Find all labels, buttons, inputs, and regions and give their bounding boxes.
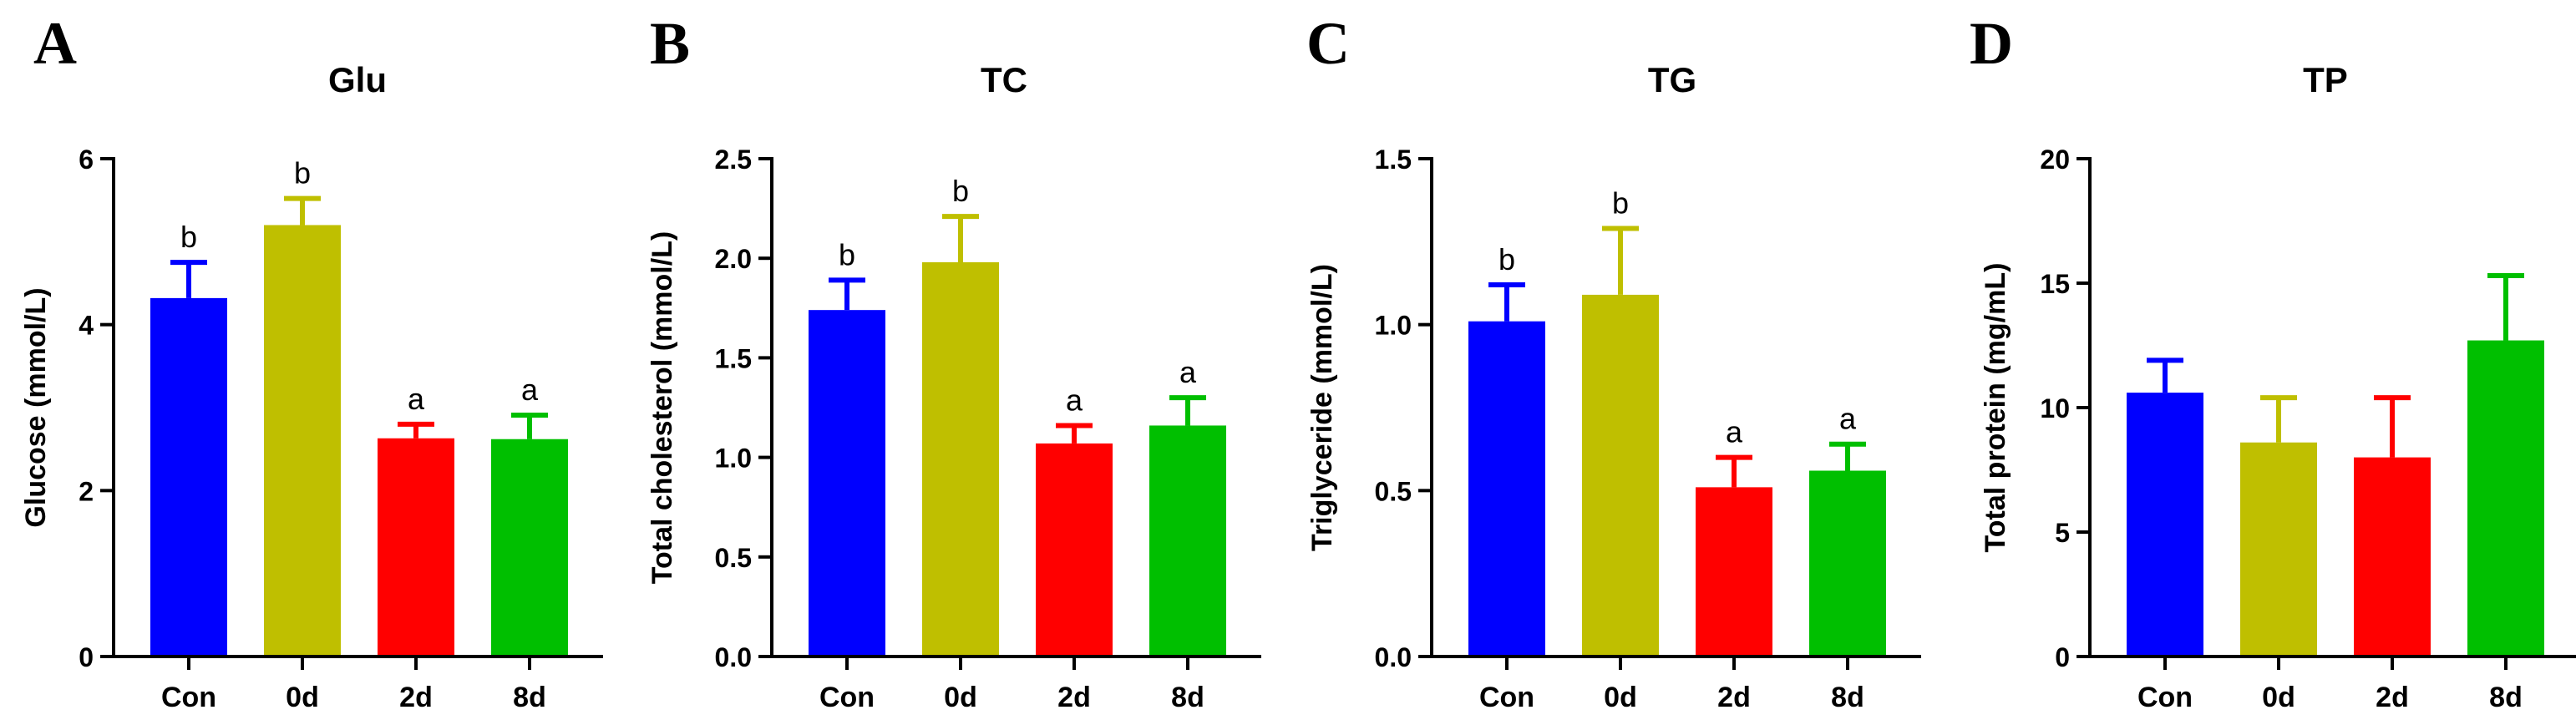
- x-tick-label: 0d: [286, 682, 319, 713]
- x-tick-label: Con: [1479, 682, 1534, 713]
- x-tick-label: 8d: [513, 682, 546, 713]
- significance-letter: a: [521, 373, 539, 407]
- significance-letter: a: [1726, 415, 1743, 449]
- panel-letter: A: [33, 10, 77, 77]
- y-tick-label: 0.5: [715, 543, 752, 573]
- x-tick-label: 2d: [399, 682, 433, 713]
- y-tick-label: 0: [2055, 642, 2070, 672]
- y-axis-label: Glucose (mmol/L): [20, 287, 52, 527]
- y-tick-label: 0.0: [715, 642, 752, 672]
- chart-title: TG: [1648, 60, 1696, 99]
- bar-2d: [2354, 457, 2431, 657]
- significance-letter: a: [1179, 355, 1197, 389]
- y-tick-label: 2: [79, 476, 94, 506]
- y-tick-label: 4: [79, 311, 94, 341]
- bar-con: [150, 297, 227, 657]
- significance-letter: b: [1612, 185, 1629, 220]
- bar-8d: [2467, 340, 2544, 657]
- chart-title: Glu: [328, 60, 387, 99]
- y-tick-label: 6: [79, 145, 94, 175]
- y-tick-label: 0.5: [1375, 476, 1412, 506]
- bar-8d: [1149, 425, 1226, 657]
- panel-letter: B: [650, 10, 690, 77]
- bar-0d: [1582, 294, 1659, 657]
- y-tick-label: 2.0: [715, 244, 752, 274]
- bar-con: [809, 310, 885, 657]
- x-tick-label: 8d: [1831, 682, 1864, 713]
- x-tick-label: 0d: [944, 682, 977, 713]
- chart-panel-c: C TG Triglyceride (mmol/L) b Con b 0d a 2d a 8d 0.0…: [1306, 10, 1921, 713]
- bar-8d: [491, 439, 568, 657]
- panel-letter: C: [1306, 10, 1350, 77]
- bar-0d: [2240, 442, 2317, 657]
- significance-letter: a: [408, 382, 425, 416]
- x-tick-label: 0d: [2262, 682, 2295, 713]
- y-axis-label: Total protein (mg/mL): [1980, 263, 2011, 553]
- bar-con: [1468, 321, 1545, 657]
- y-tick-label: 10: [2040, 393, 2070, 423]
- chart-title: TC: [981, 60, 1027, 99]
- y-tick-label: 1.5: [1375, 145, 1412, 175]
- x-tick-label: 0d: [1604, 682, 1637, 713]
- bar-2d: [378, 438, 454, 657]
- y-tick-label: 1.0: [1375, 311, 1412, 341]
- y-tick-label: 1.5: [715, 343, 752, 373]
- bar-0d: [264, 225, 341, 657]
- significance-letter: b: [180, 220, 197, 254]
- chart-panel-d: D TP Total protein (mg/mL) Con 0d 2d 8d 0 5 10 15 2…: [1970, 10, 2576, 713]
- x-tick-label: Con: [161, 682, 216, 713]
- y-tick-label: 20: [2040, 145, 2070, 175]
- chart-panel-b: B TC Total cholesterol (mmol/L) b Con b 0d a 2d a…: [647, 10, 1261, 713]
- y-tick-label: 1.0: [715, 444, 752, 474]
- chart-title: TP: [2303, 60, 2348, 99]
- significance-letter: b: [294, 156, 311, 190]
- bar-2d: [1696, 487, 1772, 657]
- y-tick-label: 15: [2040, 269, 2070, 299]
- y-tick-label: 0: [79, 642, 94, 672]
- y-axis-label: Triglyceride (mmol/L): [1306, 264, 1338, 551]
- x-tick-label: 2d: [2376, 682, 2409, 713]
- y-tick-label: 5: [2055, 518, 2070, 548]
- x-tick-label: 8d: [1171, 682, 1204, 713]
- bar-2d: [1036, 443, 1113, 657]
- bar-8d: [1809, 470, 1886, 657]
- y-axis-label: Total cholesterol (mmol/L): [647, 231, 678, 585]
- significance-letter: a: [1839, 402, 1857, 436]
- y-tick-label: 2.5: [715, 145, 752, 175]
- bar-0d: [922, 261, 999, 657]
- significance-letter: b: [1498, 242, 1515, 276]
- bar-con: [2127, 393, 2203, 657]
- x-tick-label: 8d: [2489, 682, 2523, 713]
- panel-letter: D: [1970, 10, 2013, 77]
- x-tick-label: Con: [2137, 682, 2193, 713]
- y-tick-label: 0.0: [1375, 642, 1412, 672]
- x-tick-label: 2d: [1717, 682, 1751, 713]
- significance-letter: b: [839, 237, 855, 271]
- x-tick-label: Con: [819, 682, 875, 713]
- significance-letter: a: [1066, 383, 1083, 417]
- x-tick-label: 2d: [1057, 682, 1091, 713]
- significance-letter: b: [952, 174, 969, 208]
- chart-panel-a: A Glu Glucose (mmol/L) b Con b 0d a 2d a 8d 0 2 4 6: [20, 10, 603, 713]
